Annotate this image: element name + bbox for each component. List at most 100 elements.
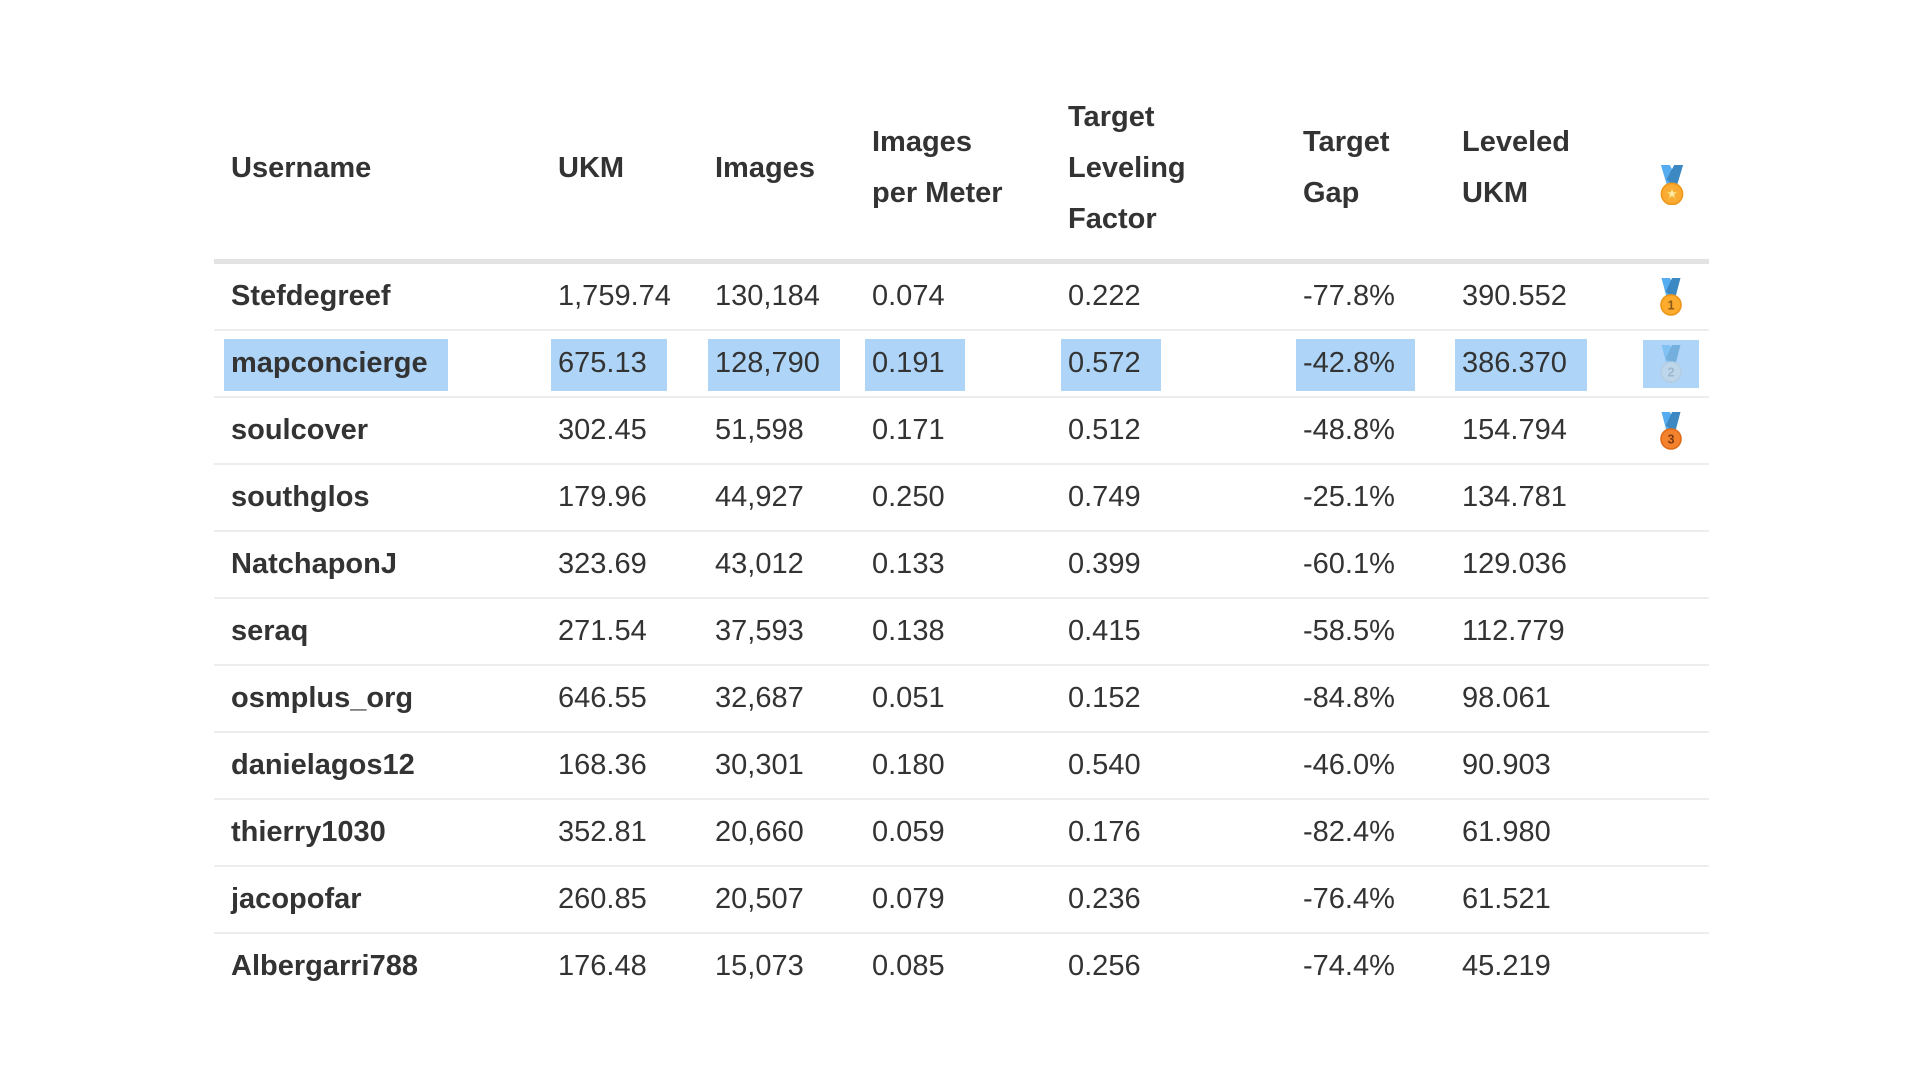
leveled-ukm-value: 61.980 — [1462, 816, 1551, 849]
target-gap-value: -58.5% — [1303, 615, 1395, 648]
username-cell: southglos — [214, 463, 558, 532]
table-row[interactable]: soulcover 302.45 51,598 0.171 0.512 -48.… — [214, 396, 1709, 465]
target-leveling-factor-value: 0.415 — [1068, 615, 1141, 648]
target-leveling-factor-value: 0.572 — [1061, 339, 1161, 392]
target-gap-cell: -60.1% — [1303, 530, 1462, 599]
leveled-ukm-value: 112.779 — [1462, 615, 1565, 648]
table-row[interactable]: mapconcierge 675.13 128,790 0.191 0.572 … — [214, 329, 1709, 398]
ukm-cell: 271.54 — [558, 597, 715, 666]
leveled-ukm-value: 45.219 — [1462, 950, 1551, 983]
target-gap-cell: -84.8% — [1303, 664, 1462, 733]
ukm-cell: 176.48 — [558, 932, 715, 1000]
table-row[interactable]: southglos 179.96 44,927 0.250 0.749 -25.… — [214, 463, 1709, 532]
ukm-value: 302.45 — [558, 414, 647, 447]
username: jacopofar — [231, 883, 362, 916]
images-per-meter-cell: 0.085 — [872, 932, 1068, 1000]
username: mapconcierge — [224, 339, 448, 392]
ukm-cell: 323.69 — [558, 530, 715, 599]
target-leveling-factor-cell: 0.176 — [1068, 798, 1303, 867]
images-value: 43,012 — [715, 548, 804, 581]
target-leveling-factor-cell: 0.222 — [1068, 262, 1303, 331]
username-cell: osmplus_org — [214, 664, 558, 733]
table-row[interactable]: danielagos12 168.36 30,301 0.180 0.540 -… — [214, 731, 1709, 800]
images-per-meter-value: 0.250 — [872, 481, 945, 514]
images-per-meter-value: 0.074 — [872, 280, 945, 313]
images-cell: 43,012 — [715, 530, 872, 599]
ukm-cell: 168.36 — [558, 731, 715, 800]
medal-cell — [1652, 798, 1709, 867]
ukm-value: 323.69 — [558, 548, 647, 581]
leaderboard: Username UKM Images Images per Meter Tar… — [214, 84, 1709, 1000]
target-leveling-factor-cell: 0.572 — [1061, 329, 1303, 398]
table-row[interactable]: jacopofar 260.85 20,507 0.079 0.236 -76.… — [214, 865, 1709, 934]
target-leveling-factor-cell: 0.540 — [1068, 731, 1303, 800]
target-gap-value: -82.4% — [1303, 816, 1395, 849]
username: Stefdegreef — [231, 280, 391, 313]
table-row[interactable]: seraq 271.54 37,593 0.138 0.415 -58.5% 1… — [214, 597, 1709, 666]
table-row[interactable]: osmplus_org 646.55 32,687 0.051 0.152 -8… — [214, 664, 1709, 733]
leveled-ukm-value: 129.036 — [1462, 548, 1567, 581]
ukm-cell: 260.85 — [558, 865, 715, 934]
leveled-ukm-cell: 90.903 — [1462, 731, 1652, 800]
target-gap-value: -60.1% — [1303, 548, 1395, 581]
ukm-value: 179.96 — [558, 481, 647, 514]
ukm-cell: 675.13 — [551, 329, 715, 398]
images-per-meter-value: 0.133 — [872, 548, 945, 581]
ukm-value: 1,759.74 — [558, 280, 671, 313]
images-cell: 128,790 — [708, 329, 872, 398]
target-leveling-factor-cell: 0.399 — [1068, 530, 1303, 599]
leveled-ukm-cell: 45.219 — [1462, 932, 1652, 1000]
target-leveling-factor-cell: 0.236 — [1068, 865, 1303, 934]
images-cell: 32,687 — [715, 664, 872, 733]
leaderboard-body: Stefdegreef 1,759.74 130,184 0.074 0.222… — [214, 262, 1709, 1000]
target-gap-value: -25.1% — [1303, 481, 1395, 514]
images-cell: 20,507 — [715, 865, 872, 934]
ukm-value: 675.13 — [551, 339, 667, 392]
images-per-meter-cell: 0.059 — [872, 798, 1068, 867]
target-gap-value: -76.4% — [1303, 883, 1395, 916]
col-header-target-leveling-factor: Target Leveling Factor — [1068, 84, 1303, 265]
images-value: 30,301 — [715, 749, 804, 782]
ukm-value: 352.81 — [558, 816, 647, 849]
target-gap-cell: -46.0% — [1303, 731, 1462, 800]
username: danielagos12 — [231, 749, 415, 782]
target-leveling-factor-value: 0.152 — [1068, 682, 1141, 715]
target-gap-value: -46.0% — [1303, 749, 1395, 782]
medal-cell — [1652, 731, 1709, 800]
ukm-cell: 179.96 — [558, 463, 715, 532]
table-row[interactable]: thierry1030 352.81 20,660 0.059 0.176 -8… — [214, 798, 1709, 867]
medal-cell — [1652, 932, 1709, 1000]
username-cell: Albergarri788 — [214, 932, 558, 1000]
username-cell: Stefdegreef — [214, 262, 558, 331]
ukm-value: 646.55 — [558, 682, 647, 715]
images-value: 51,598 — [715, 414, 804, 447]
leveled-ukm-cell: 154.794 — [1462, 396, 1652, 465]
images-value: 128,790 — [708, 339, 840, 392]
leveled-ukm-value: 154.794 — [1462, 414, 1567, 447]
images-value: 37,593 — [715, 615, 804, 648]
medal-cell — [1652, 597, 1709, 666]
leveled-ukm-value: 98.061 — [1462, 682, 1551, 715]
target-gap-value: -48.8% — [1303, 414, 1395, 447]
leveled-ukm-cell: 134.781 — [1462, 463, 1652, 532]
svg-text:3: 3 — [1667, 432, 1674, 446]
medal-cell: 3 — [1652, 396, 1709, 465]
images-per-meter-cell: 0.051 — [872, 664, 1068, 733]
leaderboard-table: Username UKM Images Images per Meter Tar… — [214, 84, 1709, 1000]
table-row[interactable]: NatchaponJ 323.69 43,012 0.133 0.399 -60… — [214, 530, 1709, 599]
third-place-medal-icon: 3 — [1652, 411, 1690, 450]
table-row[interactable]: Stefdegreef 1,759.74 130,184 0.074 0.222… — [214, 262, 1709, 331]
table-row[interactable]: Albergarri788 176.48 15,073 0.085 0.256 … — [214, 932, 1709, 1000]
images-value: 32,687 — [715, 682, 804, 715]
leveled-ukm-value: 61.521 — [1462, 883, 1551, 916]
leveled-ukm-value: 390.552 — [1462, 280, 1567, 313]
leveled-ukm-value: 386.370 — [1455, 339, 1587, 392]
images-per-meter-value: 0.180 — [872, 749, 945, 782]
images-per-meter-value: 0.059 — [872, 816, 945, 849]
target-gap-cell: -76.4% — [1303, 865, 1462, 934]
username-cell: mapconcierge — [214, 329, 558, 398]
col-header-medal — [1652, 84, 1709, 265]
leveled-ukm-cell: 390.552 — [1462, 262, 1652, 331]
ukm-cell: 646.55 — [558, 664, 715, 733]
col-header-ukm: UKM — [558, 84, 715, 265]
